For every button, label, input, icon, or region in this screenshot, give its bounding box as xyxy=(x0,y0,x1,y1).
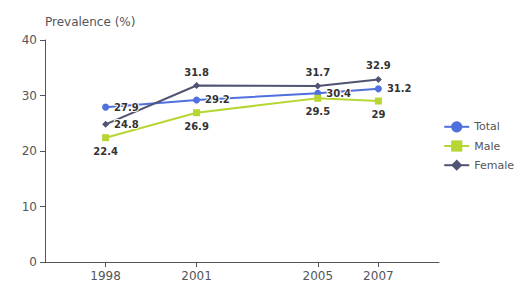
svg-text:Female: Female xyxy=(474,159,514,172)
svg-text:Prevalence (%): Prevalence (%) xyxy=(45,15,135,29)
svg-text:29: 29 xyxy=(371,109,385,120)
svg-text:40: 40 xyxy=(22,33,37,47)
svg-text:26.9: 26.9 xyxy=(184,121,209,132)
svg-text:31.7: 31.7 xyxy=(305,67,330,78)
svg-text:2005: 2005 xyxy=(302,269,333,283)
svg-text:31.2: 31.2 xyxy=(387,83,412,94)
svg-text:29.2: 29.2 xyxy=(205,94,230,105)
svg-text:24.8: 24.8 xyxy=(114,119,139,130)
svg-text:32.9: 32.9 xyxy=(366,60,391,71)
svg-text:27.9: 27.9 xyxy=(114,102,139,113)
svg-text:2007: 2007 xyxy=(363,269,394,283)
svg-text:0: 0 xyxy=(29,255,37,269)
svg-text:22.4: 22.4 xyxy=(93,146,118,157)
svg-text:30: 30 xyxy=(22,89,37,103)
svg-text:29.5: 29.5 xyxy=(305,106,330,117)
svg-text:31.8: 31.8 xyxy=(184,67,209,78)
svg-text:Total: Total xyxy=(473,120,500,133)
svg-text:10: 10 xyxy=(22,200,37,214)
svg-text:30.4: 30.4 xyxy=(326,88,351,99)
svg-text:2001: 2001 xyxy=(181,269,212,283)
svg-text:20: 20 xyxy=(22,144,37,158)
svg-text:1998: 1998 xyxy=(90,269,121,283)
svg-text:Male: Male xyxy=(474,140,500,153)
